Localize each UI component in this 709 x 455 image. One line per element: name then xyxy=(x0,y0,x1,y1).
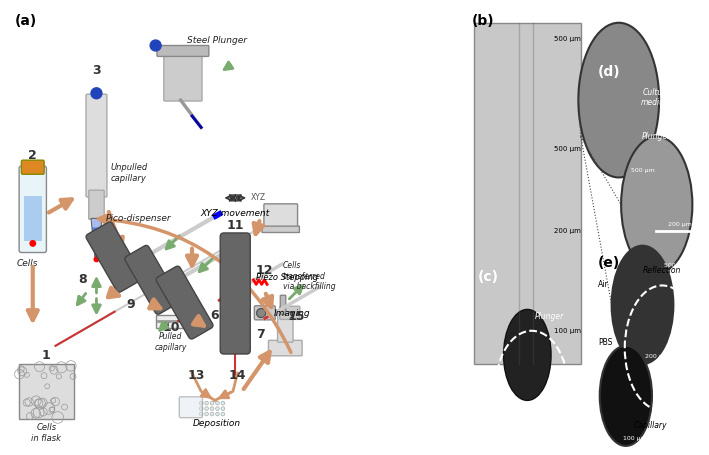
Text: XYZ movement: XYZ movement xyxy=(201,209,270,218)
Text: 15: 15 xyxy=(288,310,305,323)
Text: Deposition: Deposition xyxy=(193,419,241,428)
Text: 2: 2 xyxy=(28,148,37,162)
Text: Plunger: Plunger xyxy=(535,312,564,321)
Text: Steel Plunger: Steel Plunger xyxy=(187,36,247,46)
Text: 13: 13 xyxy=(188,369,205,382)
FancyBboxPatch shape xyxy=(155,315,185,328)
FancyBboxPatch shape xyxy=(280,306,300,319)
Circle shape xyxy=(199,407,203,410)
Text: 11: 11 xyxy=(226,219,244,232)
Text: Tip
Breakage: Tip Breakage xyxy=(510,407,553,426)
Text: 200 μm: 200 μm xyxy=(668,222,691,228)
Text: 500 μm: 500 μm xyxy=(554,146,581,152)
Circle shape xyxy=(205,407,208,410)
Circle shape xyxy=(199,401,203,405)
Text: 14: 14 xyxy=(229,369,246,382)
Text: 10: 10 xyxy=(163,321,180,334)
FancyBboxPatch shape xyxy=(21,160,44,174)
Text: Capillary: Capillary xyxy=(634,421,667,430)
Text: 500 μm: 500 μm xyxy=(664,263,688,268)
Text: 200 μm: 200 μm xyxy=(554,228,581,233)
Circle shape xyxy=(199,412,203,416)
FancyBboxPatch shape xyxy=(474,23,581,364)
FancyBboxPatch shape xyxy=(179,397,203,418)
FancyBboxPatch shape xyxy=(19,166,46,253)
Circle shape xyxy=(210,407,214,410)
Text: Pico-dispenser: Pico-dispenser xyxy=(106,214,171,223)
Circle shape xyxy=(205,412,208,416)
Text: Air: Air xyxy=(598,279,608,288)
Circle shape xyxy=(210,412,214,416)
Text: Cells
transferred
via backfilling: Cells transferred via backfilling xyxy=(283,262,335,291)
Text: 5: 5 xyxy=(165,291,174,304)
Circle shape xyxy=(210,401,214,405)
Circle shape xyxy=(221,407,225,410)
Text: Cells
in flask: Cells in flask xyxy=(31,423,62,443)
FancyBboxPatch shape xyxy=(277,313,293,342)
Text: 9: 9 xyxy=(126,298,135,311)
FancyBboxPatch shape xyxy=(86,94,107,197)
Text: 100 μm: 100 μm xyxy=(554,328,581,334)
Text: Wall: Wall xyxy=(671,278,687,287)
Text: Cells: Cells xyxy=(17,259,38,268)
Circle shape xyxy=(612,246,674,364)
Text: Piezo Stepping: Piezo Stepping xyxy=(256,273,318,282)
Text: 4: 4 xyxy=(124,273,133,286)
Text: 8: 8 xyxy=(79,273,87,286)
FancyBboxPatch shape xyxy=(89,190,104,219)
Circle shape xyxy=(621,136,693,273)
FancyBboxPatch shape xyxy=(19,364,74,419)
FancyBboxPatch shape xyxy=(264,204,298,228)
Text: 1: 1 xyxy=(42,349,51,362)
Text: PBS: PBS xyxy=(598,339,613,347)
Text: Pulled
capillary: Pulled capillary xyxy=(155,332,186,352)
Text: Culture
medium: Culture medium xyxy=(641,88,672,107)
Polygon shape xyxy=(92,228,101,259)
Circle shape xyxy=(257,308,266,318)
Circle shape xyxy=(221,401,225,405)
FancyBboxPatch shape xyxy=(255,306,275,320)
FancyBboxPatch shape xyxy=(125,245,179,314)
Circle shape xyxy=(600,346,652,446)
Text: (c): (c) xyxy=(478,270,498,283)
FancyBboxPatch shape xyxy=(23,196,42,241)
FancyBboxPatch shape xyxy=(262,226,299,233)
FancyBboxPatch shape xyxy=(157,46,209,56)
FancyBboxPatch shape xyxy=(164,54,202,101)
Polygon shape xyxy=(91,218,102,259)
Circle shape xyxy=(216,412,219,416)
Circle shape xyxy=(216,401,219,405)
Text: (d): (d) xyxy=(598,65,620,79)
Circle shape xyxy=(205,401,208,405)
Circle shape xyxy=(94,257,99,262)
Text: 100 μm: 100 μm xyxy=(623,436,647,441)
Text: 200 μm: 200 μm xyxy=(644,354,669,359)
Text: Reflection: Reflection xyxy=(643,266,681,275)
FancyBboxPatch shape xyxy=(269,340,302,356)
Circle shape xyxy=(579,23,659,177)
Text: 6: 6 xyxy=(211,309,219,323)
Circle shape xyxy=(503,309,551,400)
Text: 3: 3 xyxy=(92,64,101,77)
Circle shape xyxy=(216,407,219,410)
Text: (e): (e) xyxy=(598,256,620,270)
FancyBboxPatch shape xyxy=(280,295,286,314)
Circle shape xyxy=(221,412,225,416)
Text: 12: 12 xyxy=(256,264,273,277)
Circle shape xyxy=(91,88,102,99)
Text: (a): (a) xyxy=(15,14,37,28)
Text: Imaging: Imaging xyxy=(274,309,311,318)
FancyBboxPatch shape xyxy=(86,222,143,292)
Text: 500 μm: 500 μm xyxy=(630,168,654,173)
Text: 500 μm: 500 μm xyxy=(554,36,581,42)
FancyBboxPatch shape xyxy=(220,233,250,354)
Text: (b): (b) xyxy=(471,14,494,28)
FancyBboxPatch shape xyxy=(156,266,213,339)
Circle shape xyxy=(150,40,161,51)
Text: 7: 7 xyxy=(256,328,264,341)
Text: Unpulled
capillary: Unpulled capillary xyxy=(110,163,147,182)
Circle shape xyxy=(30,241,35,246)
Text: Plunger: Plunger xyxy=(642,132,671,141)
Text: XYZ: XYZ xyxy=(251,193,267,202)
